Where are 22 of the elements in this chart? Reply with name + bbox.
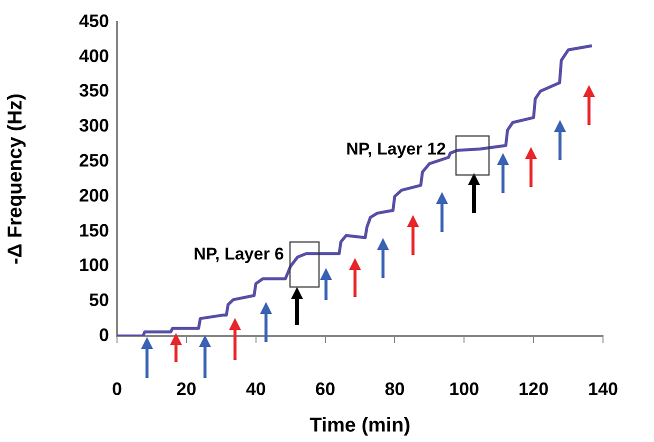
y-tick-label: 450 xyxy=(78,10,109,31)
y-tick-label: 200 xyxy=(78,185,109,206)
x-axis-title: Time (min) xyxy=(310,414,410,437)
y-tick-label: 300 xyxy=(78,116,109,136)
x-tick-label: 140 xyxy=(588,378,618,399)
x-tick-label: 40 xyxy=(246,378,266,399)
y-tick-label: 100 xyxy=(78,255,109,276)
y-tick-label: 50 xyxy=(88,290,109,310)
x-tick-label: 0 xyxy=(112,378,122,399)
y-axis-title: -Δ Frequency (Hz) xyxy=(4,93,27,265)
x-tick-label: 20 xyxy=(176,378,196,399)
y-tick-label: 350 xyxy=(78,80,109,101)
y-tick-label: 0 xyxy=(98,324,109,345)
annotation: NP, Layer 6 xyxy=(194,244,284,264)
y-tick-label: 150 xyxy=(78,220,109,240)
y-tick-label: 400 xyxy=(78,46,109,66)
x-tick-label: 60 xyxy=(315,378,336,399)
x-tick-label: 100 xyxy=(449,378,480,399)
x-tick-label: 80 xyxy=(384,378,405,399)
annotation: NP, Layer 12 xyxy=(346,140,446,159)
x-tick-label: 120 xyxy=(518,378,549,399)
y-tick-label: 250 xyxy=(78,150,109,171)
